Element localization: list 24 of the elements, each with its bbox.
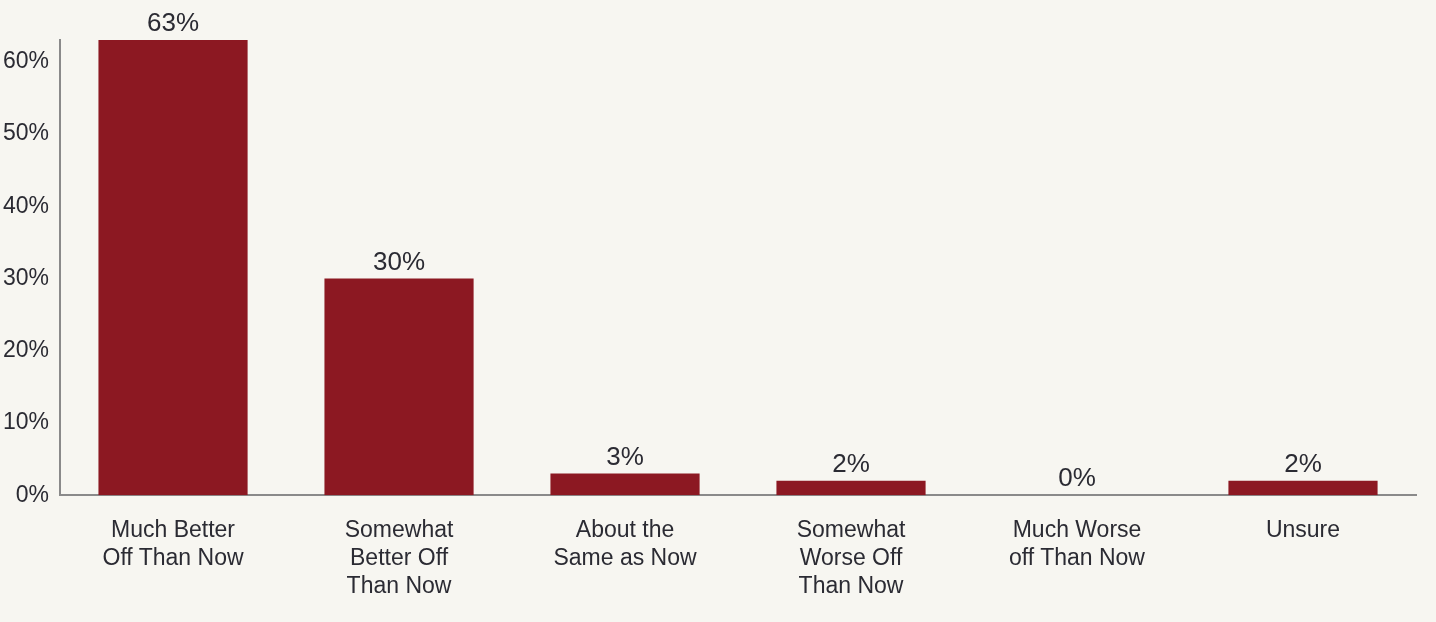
y-tick-label: 0% [15, 480, 50, 507]
data-label: 30% [373, 245, 426, 276]
bar [1228, 480, 1378, 496]
x-tick-label: Unsure [1265, 516, 1341, 543]
data-label: 0% [1058, 462, 1096, 493]
x-tick-label: Somewhat Worse Off Than Now [796, 516, 906, 598]
x-tick-label: About the Same as Now [553, 516, 697, 570]
x-tick-label: Much Better Off Than Now [102, 516, 244, 570]
bar [776, 480, 926, 496]
y-tick-label: 60% [2, 47, 50, 74]
data-label: 63% [147, 7, 200, 38]
y-tick-label: 50% [2, 119, 50, 146]
bar [98, 40, 248, 496]
y-tick-label: 40% [2, 191, 50, 218]
data-label: 2% [1284, 447, 1322, 478]
x-tick-label: Much Worse off Than Now [1009, 516, 1146, 570]
x-tick-label: Somewhat Better Off Than Now [344, 516, 454, 598]
data-label: 3% [606, 440, 644, 471]
y-tick-label: 30% [2, 263, 50, 290]
data-label: 2% [832, 447, 870, 478]
bar [324, 278, 474, 496]
bar [550, 473, 700, 496]
y-tick-label: 20% [2, 336, 50, 363]
y-tick-label: 10% [2, 408, 50, 435]
